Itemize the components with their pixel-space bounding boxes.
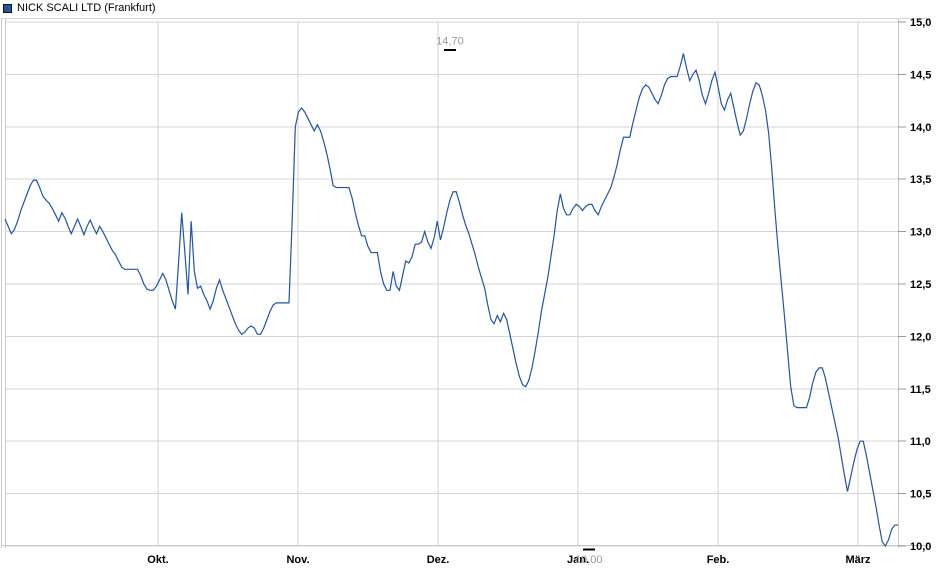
y-axis-tick-label: 11,0 <box>910 436 931 448</box>
y-axis-tick-label: 14,0 <box>910 122 931 134</box>
high-marker-label: 14,70 <box>436 35 464 47</box>
y-axis-tick-label: 12,5 <box>910 279 931 291</box>
y-axis-tick-label: 15,0 <box>910 17 931 29</box>
chart-canvas[interactable]: 15,0 14,5 14,0 13,5 13,0 12,5 12,0 11,5 11,0 10,5… <box>0 16 940 579</box>
plot-frame <box>1 18 930 548</box>
x-axis-labels: Okt. Nov. Dez. Jan. Feb. März <box>147 554 871 566</box>
x-axis-tick-label: Feb. <box>707 554 730 566</box>
x-axis-tick-label: Nov. <box>286 554 309 566</box>
series-color-swatch-icon <box>3 3 12 13</box>
chart-header: NICK SCALI LTD (Frankfurt) <box>0 0 940 16</box>
price-line[interactable] <box>4 53 898 548</box>
y-axis-tick-label: 13,5 <box>910 174 931 186</box>
x-axis-tick-label: Jan. <box>567 554 589 566</box>
x-axis-tick-label: Dez. <box>427 554 450 566</box>
y-axis-tick-label: 10,0 <box>910 541 931 553</box>
x-axis-tick-label: März <box>845 554 871 566</box>
chart-title: NICK SCALI LTD (Frankfurt) <box>17 2 156 14</box>
annotations: 14,70 10,00 <box>436 35 602 566</box>
y-axis-tick-label: 14,5 <box>910 69 931 81</box>
y-axis-labels: 15,0 14,5 14,0 13,5 13,0 12,5 12,0 11,5 11,0 10,5… <box>910 17 931 553</box>
y-axis-tick-label: 13,0 <box>910 227 931 239</box>
price-line-series[interactable] <box>4 53 898 548</box>
low-marker-label: 10,00 <box>575 554 603 566</box>
y-axis-tick-label: 10,5 <box>910 489 931 501</box>
y-axis-tick-label: 11,5 <box>910 384 931 396</box>
y-axis-tick-label: 12,0 <box>910 331 931 343</box>
price-chart[interactable]: 15,0 14,5 14,0 13,5 13,0 12,5 12,0 11,5 11,0 10,5… <box>0 16 940 579</box>
x-axis-tick-label: Okt. <box>147 554 168 566</box>
